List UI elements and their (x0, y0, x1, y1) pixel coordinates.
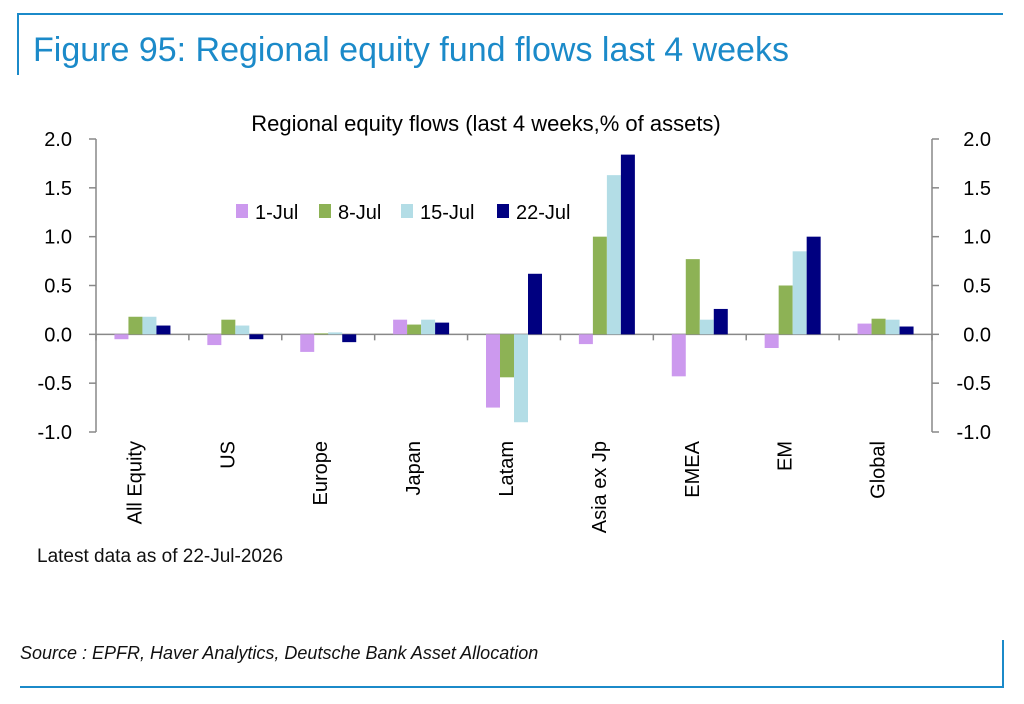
bar-22-Jul-EM (806, 236, 821, 335)
bar-1-Jul-All Equity (114, 334, 129, 340)
category-label: All Equity (124, 441, 146, 524)
bar-22-Jul-Global (899, 326, 914, 335)
bar-15-Jul-Japan (421, 319, 436, 335)
bar-8-Jul-US (221, 319, 236, 335)
top-border-rule (17, 13, 1003, 15)
legend-label: 1-Jul (255, 202, 298, 224)
right-y-tick-label: 1.0 (963, 227, 991, 249)
bar-22-Jul-Asia ex Jp (620, 154, 635, 335)
category-label: Europe (310, 441, 332, 506)
left-y-tick-label: 1.0 (44, 227, 72, 249)
left-y-tick-label: 2.0 (44, 129, 72, 151)
bar-8-Jul-Latam (500, 334, 514, 378)
figure-title: Figure 95: Regional equity fund flows la… (33, 31, 789, 69)
bar-15-Jul-Global (885, 319, 900, 335)
bar-22-Jul-US (249, 334, 264, 340)
bar-1-Jul-Global (857, 323, 872, 335)
bar-22-Jul-Latam (528, 273, 542, 335)
right-y-tick-label: -1.0 (957, 422, 991, 444)
left-border-rule (17, 13, 19, 75)
legend-label: 15-Jul (420, 202, 474, 224)
bar-8-Jul-Asia ex Jp (592, 236, 607, 335)
bar-1-Jul-Latam (486, 334, 500, 408)
bottom-border-rule (20, 686, 1004, 688)
bar-15-Jul-Latam (514, 334, 528, 423)
legend-swatch-22-Jul (497, 204, 509, 218)
category-label: Asia ex Jp (589, 441, 611, 533)
bar-15-Jul-EM (792, 251, 807, 335)
chart-axes: 2.0 2.0 1.5 1.5 1.0 1.0 0.5 0.5 0.0 0.0 -0.5 -0.5 -1… (38, 129, 991, 444)
right-border-rule (1002, 640, 1004, 688)
bar-8-Jul-Japan (407, 324, 422, 335)
right-y-tick-label: 1.5 (963, 178, 991, 200)
left-y-tick-label: 0.0 (44, 324, 72, 346)
category-label: Global (868, 441, 890, 499)
bar-22-Jul-All Equity (156, 325, 171, 335)
chart-legend: 1-Jul 8-Jul 15-Jul 22-Jul (236, 202, 570, 224)
category-labels: All Equity US Europe Japan Latam Asia ex Jp EM… (124, 440, 889, 533)
bar-1-Jul-EM (764, 334, 779, 349)
category-label: EM (775, 441, 797, 471)
bar-1-Jul-US (207, 334, 222, 346)
legend-swatch-8-Jul (319, 204, 331, 218)
bar-8-Jul-EM (778, 285, 793, 335)
bar-22-Jul-Europe (342, 334, 357, 343)
bar-1-Jul-Europe (300, 334, 315, 352)
bar-8-Jul-Europe (314, 333, 329, 335)
legend-label: 8-Jul (338, 202, 381, 224)
latest-data-note: Latest data as of 22-Jul-2026 (37, 546, 284, 567)
legend-label: 22-Jul (516, 202, 570, 224)
right-y-tick-label: 0.5 (963, 276, 991, 298)
bar-8-Jul-Global (871, 318, 886, 335)
bar-22-Jul-Japan (435, 322, 450, 335)
chart-bars (114, 154, 914, 423)
left-y-tick-label: 1.5 (44, 178, 72, 200)
bar-15-Jul-Asia ex Jp (606, 175, 621, 335)
left-y-tick-label: 0.5 (44, 276, 72, 298)
legend-swatch-15-Jul (401, 204, 413, 218)
category-label: EMEA (682, 440, 704, 497)
bar-22-Jul-EMEA (713, 308, 728, 335)
bar-8-Jul-All Equity (128, 316, 143, 335)
bar-1-Jul-EMEA (671, 334, 686, 377)
right-y-tick-label: 2.0 (963, 129, 991, 151)
chart-title: Regional equity flows (last 4 weeks,% of… (251, 111, 721, 136)
source-note: Source : EPFR, Haver Analytics, Deutsche… (20, 643, 539, 663)
bar-15-Jul-Europe (328, 332, 343, 335)
bar-1-Jul-Asia ex Jp (578, 334, 593, 345)
category-label: US (217, 441, 239, 469)
legend-swatch-1-Jul (236, 204, 248, 218)
category-label: Japan (403, 441, 425, 496)
right-y-tick-label: -0.5 (957, 373, 991, 395)
right-y-tick-label: 0.0 (963, 324, 991, 346)
bar-1-Jul-Japan (393, 319, 408, 335)
left-y-tick-label: -1.0 (38, 422, 72, 444)
bar-15-Jul-EMEA (699, 319, 714, 335)
category-label: Latam (496, 441, 518, 497)
bar-15-Jul-All Equity (142, 316, 157, 335)
bar-8-Jul-EMEA (685, 259, 700, 335)
bar-15-Jul-US (235, 325, 250, 335)
left-y-tick-label: -0.5 (38, 373, 72, 395)
